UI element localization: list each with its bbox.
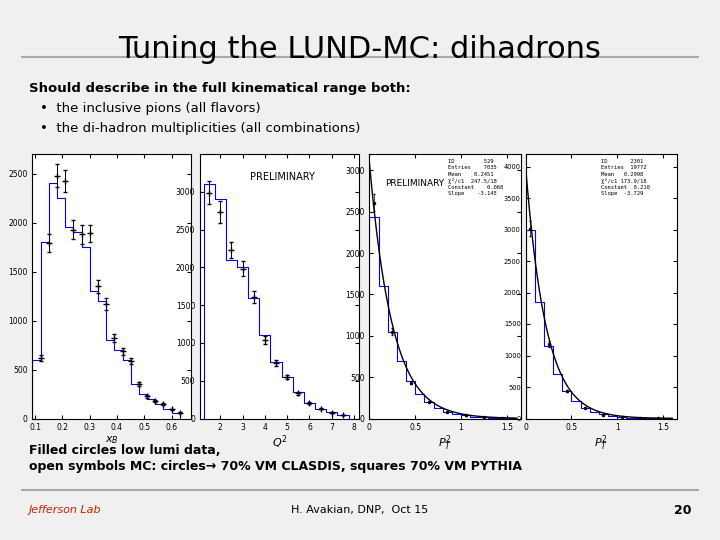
Text: Filled circles low lumi data,: Filled circles low lumi data, (29, 444, 220, 457)
Text: Should describe in the full kinematical range both:: Should describe in the full kinematical … (29, 82, 410, 95)
Text: open symbols MC: circles→ 70% VM CLASDIS, squares 70% VM PYTHIA: open symbols MC: circles→ 70% VM CLASDIS… (29, 460, 522, 473)
Text: PRELIMINARY: PRELIMINARY (385, 179, 444, 188)
Text: 20: 20 (674, 504, 691, 517)
X-axis label: $Q^2$: $Q^2$ (271, 434, 287, 451)
Text: H. Avakian, DNP,  Oct 15: H. Avakian, DNP, Oct 15 (292, 505, 428, 515)
Text: •  the inclusive pions (all flavors): • the inclusive pions (all flavors) (40, 102, 260, 114)
Text: ID         529
Entries    7035
Mean    0.2451
χ²/c1  247.5/18
Constant    0.068
: ID 529 Entries 7035 Mean 0.2451 χ²/c1 24… (448, 159, 503, 197)
Text: ID       2301
Entries  19772
Mean   0.2998
χ²/c1 173.9/18
Constant  0.210
Slope : ID 2301 Entries 19772 Mean 0.2998 χ²/c1 … (601, 159, 650, 197)
Text: Jefferson Lab: Jefferson Lab (29, 505, 102, 515)
X-axis label: $P_T^2$: $P_T^2$ (438, 434, 452, 454)
X-axis label: $x_B$: $x_B$ (104, 434, 119, 445)
Text: •  the di-hadron multiplicities (all combinations): • the di-hadron multiplicities (all comb… (40, 122, 360, 135)
X-axis label: $P_T^2$: $P_T^2$ (594, 434, 608, 454)
Text: PRELIMINARY: PRELIMINARY (250, 172, 315, 183)
Text: Tuning the LUND-MC: dihadrons: Tuning the LUND-MC: dihadrons (119, 35, 601, 64)
